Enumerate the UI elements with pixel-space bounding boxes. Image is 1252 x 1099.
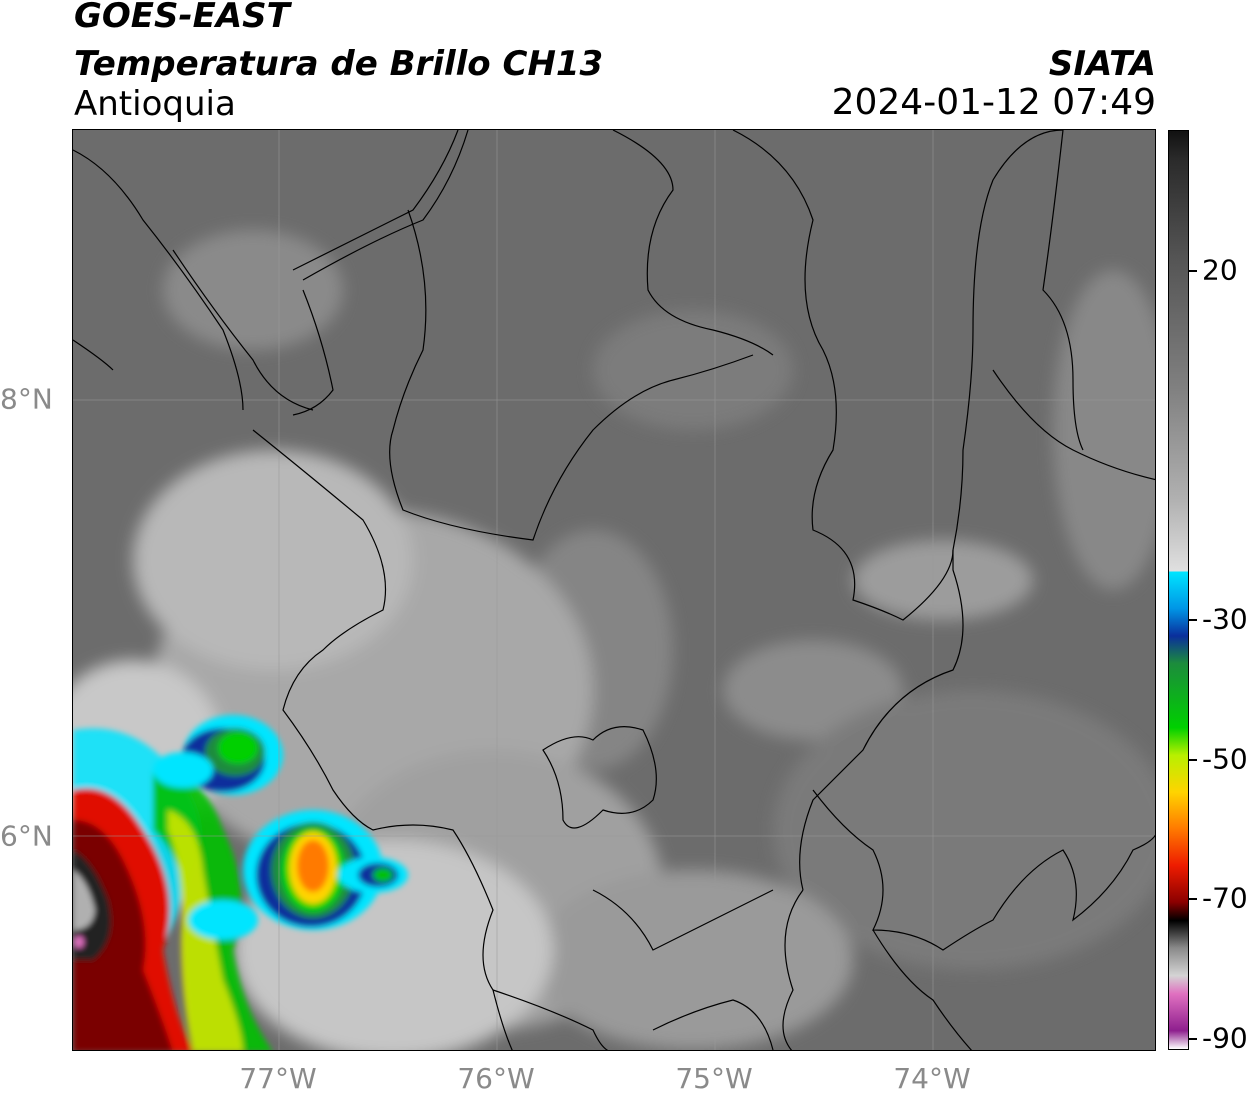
colorbar-tick	[1189, 759, 1197, 761]
product-title: Temperatura de Brillo CH13	[74, 44, 604, 84]
organization-label: SIATA	[1048, 44, 1156, 84]
colorbar-tick	[1189, 619, 1197, 621]
lon-label-75w: 75°W	[675, 1062, 753, 1095]
lat-label-6n: 6°N	[0, 819, 53, 853]
colorbar-label-minus50: -50	[1202, 742, 1248, 776]
map-canvas	[73, 130, 1155, 1050]
temperature-colorbar	[1168, 130, 1189, 1050]
region-title: Antioquia	[74, 84, 236, 124]
lon-label-76w: 76°W	[457, 1062, 535, 1095]
colorbar-tick	[1189, 898, 1197, 900]
colorbar-label-minus90: -90	[1202, 1021, 1248, 1055]
colorbar-label-minus70: -70	[1202, 881, 1248, 915]
datetime-label: 2024-01-12 07:49	[831, 82, 1156, 123]
colorbar-label-20: 20	[1202, 253, 1238, 287]
colorbar-label-minus30: -30	[1202, 602, 1248, 636]
brightness-temperature-map[interactable]	[72, 129, 1156, 1051]
lon-label-74w: 74°W	[893, 1062, 971, 1095]
colorbar-tick	[1189, 270, 1197, 272]
lon-label-77w: 77°W	[239, 1062, 317, 1095]
political-boundaries	[73, 130, 1155, 1050]
satellite-title: GOES-EAST	[74, 0, 290, 36]
storm-clouds	[73, 715, 408, 1050]
graticule	[73, 130, 1155, 1050]
lat-label-8n: 8°N	[0, 382, 53, 416]
colorbar-tick	[1189, 1038, 1197, 1040]
